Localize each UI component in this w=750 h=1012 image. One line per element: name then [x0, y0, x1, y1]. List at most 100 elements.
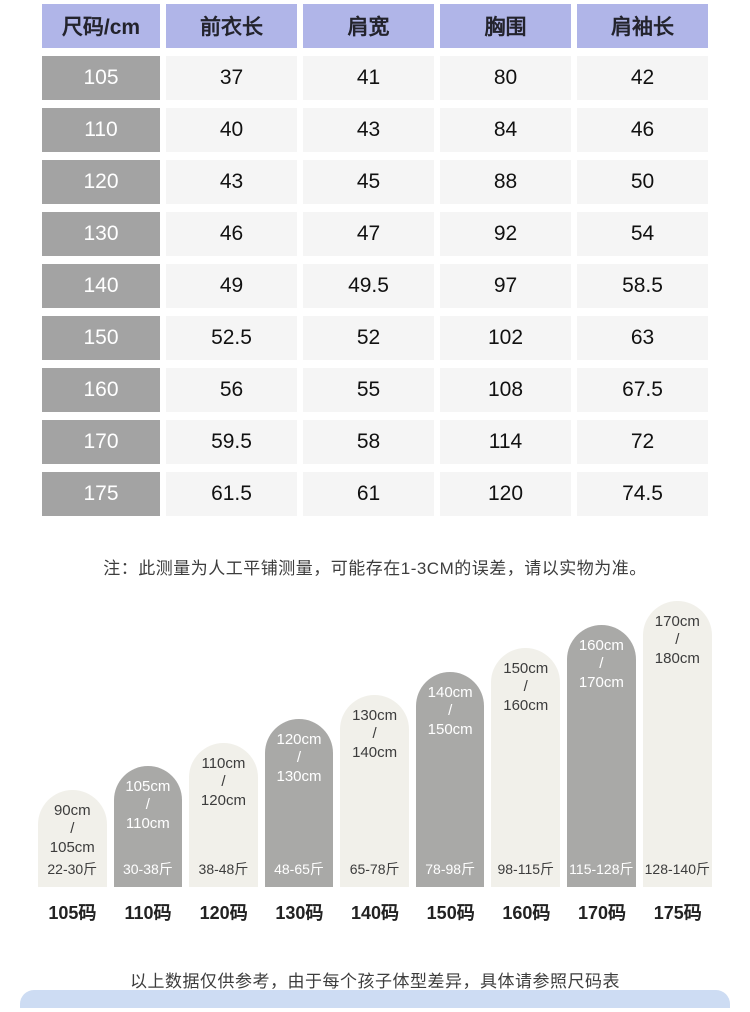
- value-cell: 59.5: [166, 420, 297, 464]
- value-cell: 50: [577, 160, 708, 204]
- header-shoulder-sleeve: 肩袖长: [577, 4, 708, 48]
- table-row: 170 59.5 58 114 72: [42, 420, 708, 464]
- value-cell: 92: [440, 212, 571, 256]
- value-cell: 54: [577, 212, 708, 256]
- bar-size-label: 160码: [502, 903, 551, 923]
- header-front-length: 前衣长: [166, 4, 297, 48]
- bar: 120cm / 130cm 48-65斤: [264, 719, 334, 887]
- bar-weight-label: 78-98斤: [425, 861, 476, 877]
- value-cell: 97: [440, 264, 571, 308]
- bar-weight-label: 38-48斤: [198, 861, 249, 877]
- bar-height-label: 170cm / 180cm: [654, 613, 700, 667]
- value-cell: 114: [440, 420, 571, 464]
- value-cell: 58.5: [577, 264, 708, 308]
- value-cell: 43: [166, 160, 297, 204]
- bar-height-label: 90cm / 105cm: [49, 802, 95, 856]
- table-row: 130 46 47 92 54: [42, 212, 708, 256]
- value-cell: 52: [303, 316, 434, 360]
- table-row: 105 37 41 80 42: [42, 56, 708, 100]
- header-chest: 胸围: [440, 4, 571, 48]
- value-cell: 47: [303, 212, 434, 256]
- table-row: 150 52.5 52 102 63: [42, 316, 708, 360]
- header-shoulder-width: 肩宽: [303, 4, 434, 48]
- bar: 130cm / 140cm 65-78斤: [340, 695, 409, 887]
- value-cell: 41: [303, 56, 434, 100]
- header-size-cm: 尺码/cm: [42, 4, 160, 48]
- value-cell: 88: [440, 160, 571, 204]
- value-cell: 46: [577, 108, 708, 152]
- value-cell: 42: [577, 56, 708, 100]
- value-cell: 40: [166, 108, 297, 152]
- bar-weight-label: 22-30斤: [47, 861, 98, 877]
- value-cell: 80: [440, 56, 571, 100]
- bar-weight-label: 128-140斤: [644, 861, 711, 877]
- bar-height-label: 120cm / 130cm: [276, 731, 322, 785]
- size-cell: 160: [42, 368, 160, 412]
- bar-size-label: 175码: [653, 903, 702, 923]
- bar-size-label: 120码: [199, 903, 248, 923]
- value-cell: 45: [303, 160, 434, 204]
- bar: 90cm / 105cm 22-30斤: [38, 790, 107, 887]
- value-cell: 37: [166, 56, 297, 100]
- bar-size-label: 130码: [275, 903, 324, 923]
- bar-size-label: 110码: [124, 903, 172, 923]
- bar-size-label: 140码: [351, 903, 400, 923]
- size-table: 尺码/cm 前衣长 肩宽 胸围 肩袖长 105 37 41 80 42 110 …: [36, 0, 714, 524]
- bar-height-label: 105cm / 110cm: [125, 778, 171, 832]
- value-cell: 43: [303, 108, 434, 152]
- bar-height-label: 130cm / 140cm: [352, 707, 398, 761]
- bar-size-label: 105码: [48, 903, 97, 923]
- size-cell: 130: [42, 212, 160, 256]
- size-cell: 105: [42, 56, 160, 100]
- bar-height-label: 160cm / 170cm: [578, 637, 624, 691]
- value-cell: 63: [577, 316, 708, 360]
- bar-size-label: 170码: [578, 903, 627, 923]
- table-row: 140 49 49.5 97 58.5: [42, 264, 708, 308]
- value-cell: 72: [577, 420, 708, 464]
- next-section-strip: [20, 990, 730, 1008]
- bar-weight-label: 48-65斤: [274, 861, 324, 877]
- value-cell: 84: [440, 108, 571, 152]
- bar: 110cm / 120cm 38-48斤: [189, 743, 258, 887]
- bar-height-label: 150cm / 160cm: [503, 660, 549, 714]
- bar: 160cm / 170cm 115-128斤: [567, 625, 636, 887]
- size-cell: 110: [42, 108, 160, 152]
- value-cell: 49: [166, 264, 297, 308]
- value-cell: 108: [440, 368, 571, 412]
- value-cell: 74.5: [577, 472, 708, 516]
- bar-height-label: 110cm / 120cm: [200, 755, 246, 809]
- value-cell: 56: [166, 368, 297, 412]
- value-cell: 120: [440, 472, 571, 516]
- size-bar-chart: 90cm / 105cm 22-30斤 105cm / 110cm 30-38斤…: [0, 601, 750, 887]
- table-header-row: 尺码/cm 前衣长 肩宽 胸围 肩袖长: [42, 4, 708, 48]
- value-cell: 46: [166, 212, 297, 256]
- value-cell: 61: [303, 472, 434, 516]
- table-row: 120 43 45 88 50: [42, 160, 708, 204]
- value-cell: 67.5: [577, 368, 708, 412]
- bar-height-label: 140cm / 150cm: [427, 684, 473, 738]
- bar: 170cm / 180cm 128-140斤: [642, 601, 713, 887]
- size-cell: 150: [42, 316, 160, 360]
- table-row: 160 56 55 108 67.5: [42, 368, 708, 412]
- bar: 105cm / 110cm 30-38斤: [113, 766, 183, 887]
- bar-weight-label: 98-115斤: [497, 861, 555, 877]
- value-cell: 49.5: [303, 264, 434, 308]
- bar-weight-label: 65-78斤: [349, 861, 400, 877]
- footer-note: 以上数据仅供参考，由于每个孩子体型差异，具体请参照尺码表: [130, 972, 620, 991]
- value-cell: 55: [303, 368, 434, 412]
- value-cell: 102: [440, 316, 571, 360]
- table-row: 110 40 43 84 46: [42, 108, 708, 152]
- bar: 150cm / 160cm 98-115斤: [491, 648, 561, 887]
- value-cell: 58: [303, 420, 434, 464]
- bar-size-label: 150码: [426, 903, 475, 923]
- size-cell: 175: [42, 472, 160, 516]
- size-cell: 140: [42, 264, 160, 308]
- table-row: 175 61.5 61 120 74.5: [42, 472, 708, 516]
- value-cell: 52.5: [166, 316, 297, 360]
- size-cell: 170: [42, 420, 160, 464]
- bar-weight-label: 115-128斤: [569, 861, 634, 877]
- size-cell: 120: [42, 160, 160, 204]
- measure-note: 注：此测量为人工平铺测量，可能存在1-3CM的误差，请以实物为准。: [103, 559, 647, 578]
- bar-weight-label: 30-38斤: [122, 861, 173, 877]
- value-cell: 61.5: [166, 472, 297, 516]
